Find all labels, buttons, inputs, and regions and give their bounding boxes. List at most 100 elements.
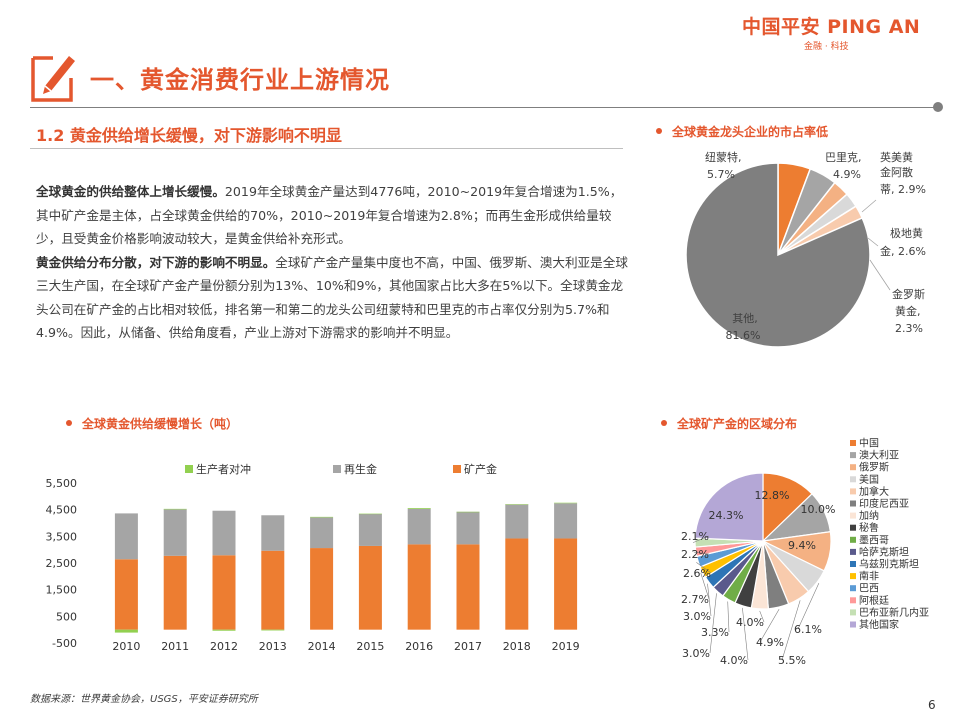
region-pie-chart: 12.8% 10.0% 9.4% 6.1% 5.5% 4.9% 4.0% 4.0% 3.3% 3.…	[681, 437, 929, 668]
legend-label: 阿根廷	[859, 594, 889, 607]
slice-label: 英美黄	[880, 150, 913, 164]
share-pie-heading: 全球黄金龙头企业的市占率低	[656, 123, 828, 140]
slice-label: 金罗斯	[892, 287, 925, 301]
slice-value: 金, 2.6%	[880, 244, 926, 258]
slice-value: 10.0%	[801, 503, 836, 516]
slice-value: 24.3%	[709, 509, 744, 522]
bar-segment	[456, 511, 480, 545]
slice-value: 4.9%	[756, 636, 784, 649]
section-divider	[30, 148, 623, 149]
bar-segment	[554, 538, 578, 630]
legend-swatch	[850, 585, 856, 592]
legend-label: 其他国家	[859, 618, 899, 631]
paragraph-supply-distribution: 黄金供给分布分散，对下游的影响不明显。全球矿产金产量集中度也不高，中国、俄罗斯、…	[36, 251, 631, 345]
slice-label: 黄金,	[895, 304, 921, 318]
legend-swatch	[185, 465, 193, 473]
legend-label: 中国	[859, 437, 879, 450]
legend-swatch	[850, 573, 856, 580]
source-note: 数据来源：世界黄金协会，USGS，平安证券研究所	[30, 694, 258, 705]
share-pie-title: 全球黄金龙头企业的市占率低	[672, 125, 829, 139]
x-tick-label: 2019	[552, 640, 580, 653]
brand-name: 中国平安 PING AN	[742, 16, 921, 38]
paragraph-supply-growth: 全球黄金的供给整体上增长缓慢。2019年全球黄金产量达到4776吨，2010~2…	[36, 180, 631, 251]
bar-segment	[114, 559, 138, 630]
leader-line	[869, 259, 891, 291]
body-text: 全球黄金的供给整体上增长缓慢。2019年全球黄金产量达到4776吨，2010~2…	[36, 180, 631, 345]
slice-value: 81.6%	[726, 329, 761, 342]
legend-swatch	[850, 548, 856, 555]
x-tick-label: 2018	[503, 640, 531, 653]
legend-swatch	[850, 464, 856, 471]
bar-segment	[554, 503, 578, 539]
leader-line	[759, 610, 765, 623]
slice-value: 2.1%	[681, 530, 709, 543]
bar-segment	[163, 509, 187, 556]
slice-value: 2.3%	[895, 322, 923, 335]
slice-value: 5.5%	[778, 654, 806, 667]
slice-value: 2.2%	[681, 548, 709, 561]
bar-segment	[505, 504, 529, 505]
y-tick-label: 4,500	[46, 504, 78, 517]
pie-slice	[694, 472, 764, 542]
bar-segment	[310, 548, 334, 630]
bar-segment	[310, 516, 334, 518]
slice-value: 3.0%	[683, 610, 711, 623]
bar-segment	[212, 629, 236, 631]
bar-segment	[261, 629, 285, 631]
bar-segment	[358, 545, 382, 630]
bullet-icon	[661, 419, 667, 426]
bullet-icon	[66, 419, 72, 426]
bar-segment	[358, 513, 382, 515]
x-tick-label: 2016	[405, 640, 433, 653]
x-tick-label: 2014	[308, 640, 336, 653]
bar-segment	[554, 502, 578, 504]
supply-bar-chart: -500 500 1,500 2,500 3,500 4,500 5,500 生产者对冲 再生金…	[46, 462, 580, 653]
leader-line	[861, 199, 877, 213]
slice-value: 12.8%	[755, 489, 790, 502]
y-tick-label: 1,500	[46, 584, 78, 597]
slice-label: 其他,	[732, 312, 758, 325]
title-divider-dot	[933, 102, 943, 112]
bar-segment	[310, 517, 334, 549]
slice-value: 4.0%	[736, 616, 764, 629]
legend-swatch	[850, 488, 856, 495]
title-divider	[30, 107, 937, 108]
brand-logo: 中国平安 PING AN 金融 · 科技	[742, 12, 942, 52]
bar-chart-heading: 全球黄金供给缓慢增长（吨）	[66, 415, 238, 432]
legend-swatch	[850, 524, 856, 531]
legend-label: 墨西哥	[859, 534, 889, 546]
legend-label: 矿产金	[464, 462, 497, 476]
bar-segment	[407, 544, 431, 630]
leader-line	[867, 237, 879, 247]
legend-swatch	[850, 440, 856, 446]
x-tick-label: 2013	[259, 640, 287, 653]
slice-value: 4.9%	[833, 168, 861, 181]
slice-value: 2.7%	[681, 593, 709, 606]
page-title: 一、黄金消费行业上游情况	[90, 66, 390, 94]
leader-line	[692, 535, 710, 543]
bullet-icon	[656, 127, 662, 134]
slice-value: 3.3%	[701, 626, 729, 639]
bar-chart-title: 全球黄金供给缓慢增长（吨）	[82, 417, 239, 431]
bar-segment	[358, 513, 382, 546]
legend-swatch	[850, 561, 856, 567]
pencil-edit-icon	[31, 56, 75, 102]
leader-line	[781, 600, 801, 661]
x-tick-label: 2015	[356, 640, 384, 653]
slice-label: 巴里克,	[825, 151, 862, 164]
page-number: 6	[928, 698, 936, 712]
leader-line	[700, 573, 710, 600]
x-tick-label: 2011	[161, 640, 189, 653]
paragraph-lead: 全球黄金的供给整体上增长缓慢。	[36, 184, 225, 199]
legend-label: 生产者对冲	[196, 462, 251, 476]
slice-value: 3.0%	[682, 647, 710, 660]
bar-segment	[163, 555, 187, 630]
bar-segment	[261, 550, 285, 630]
bar-segment	[163, 508, 187, 510]
slice-value: 2.6%	[683, 567, 711, 580]
bar-segment	[407, 508, 431, 509]
legend-label: 乌兹别克斯坦	[859, 558, 919, 571]
legend-swatch	[333, 465, 341, 473]
legend-swatch	[850, 452, 856, 459]
slice-label: 金阿散	[880, 165, 913, 179]
